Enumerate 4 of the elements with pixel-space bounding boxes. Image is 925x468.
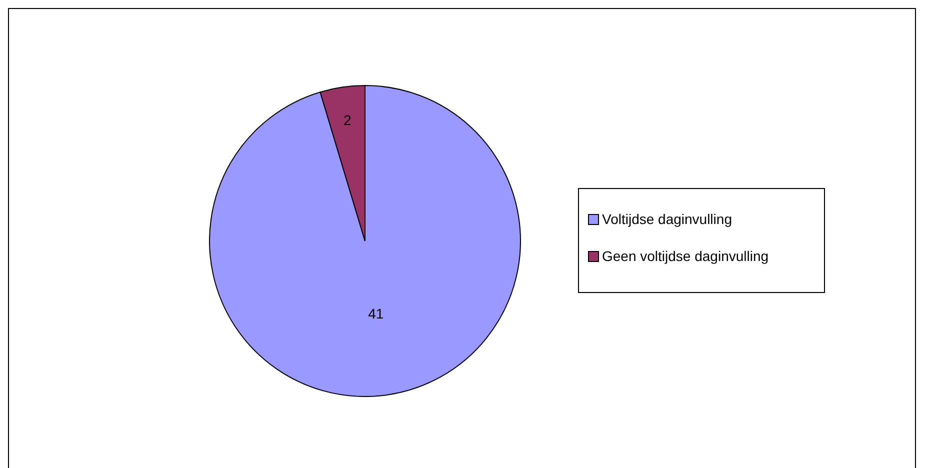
- data-label: 2: [343, 112, 352, 128]
- legend-label: Voltijdse daginvulling: [602, 211, 732, 227]
- data-label: 41: [368, 306, 384, 322]
- legend-label: Geen voltijdse daginvulling: [602, 248, 769, 264]
